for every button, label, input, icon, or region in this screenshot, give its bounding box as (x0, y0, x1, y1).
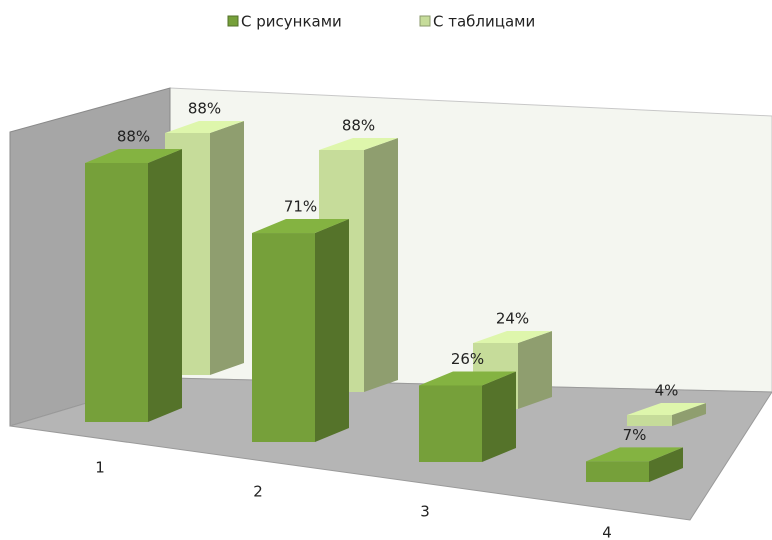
bar-side (210, 121, 244, 375)
x-tick-label: 2 (253, 483, 263, 501)
x-tick-label: 1 (95, 459, 105, 477)
bar-side (672, 403, 706, 426)
bar-side (315, 219, 349, 442)
value-label: 88% (188, 100, 221, 118)
bar-top (627, 403, 706, 415)
bar (627, 415, 672, 426)
value-label: 4% (655, 382, 679, 400)
bar (85, 163, 148, 422)
value-label: 7% (623, 426, 647, 444)
x-tick-label: 4 (602, 524, 612, 540)
bar-top (419, 371, 516, 386)
value-label: 88% (117, 128, 150, 146)
legend-swatch (227, 15, 239, 27)
x-tick-label: 3 (420, 503, 430, 521)
marks: 88% 88% 24% 4% 88% 71% 26% 7% 1 2 3 4 (85, 100, 706, 540)
bar-side (518, 331, 552, 409)
bar-top (165, 121, 244, 133)
bar (252, 233, 315, 442)
bar (586, 461, 649, 482)
legend-label: С рисунками (241, 13, 342, 31)
bar-side (649, 447, 683, 482)
bar-top (85, 149, 182, 163)
bar-top (252, 219, 349, 234)
bar-top (473, 331, 552, 343)
legend: С рисунками С таблицами (227, 13, 535, 31)
bar-side (148, 149, 182, 422)
legend-swatch (419, 15, 431, 27)
value-label: 71% (284, 198, 317, 216)
bar-top (319, 138, 398, 150)
legend-label: С таблицами (433, 13, 535, 31)
bar-side (364, 138, 398, 392)
value-label: 88% (342, 117, 375, 135)
value-label: 26% (451, 350, 484, 368)
bar-top (586, 447, 683, 462)
bar (419, 385, 482, 462)
bar-side (482, 371, 516, 462)
value-label: 24% (496, 310, 529, 328)
